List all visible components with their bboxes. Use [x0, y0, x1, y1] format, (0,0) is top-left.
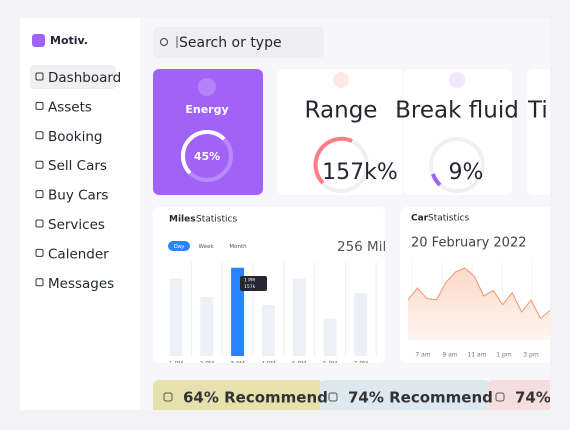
- icon: [198, 78, 216, 96]
- x-tick-label: 11 am: [467, 352, 486, 359]
- menu-icon: [35, 160, 44, 169]
- bar: [261, 305, 275, 356]
- x-tick-label: 1 pm: [496, 352, 512, 359]
- menu-item[interactable]: Messages: [48, 276, 114, 292]
- icon: [163, 392, 173, 402]
- bar: [323, 318, 337, 356]
- recommend-label: 74%: [515, 389, 551, 407]
- recommend-card[interactable]: [153, 380, 323, 420]
- chart-title: Statistics: [428, 214, 469, 224]
- recommend-card[interactable]: [320, 380, 490, 420]
- tooltip-text: 157k: [244, 284, 256, 290]
- card[interactable]: [527, 69, 567, 195]
- menu-icon: [35, 72, 44, 81]
- x-tick-label: 6 PM: [323, 361, 338, 368]
- gauge-label: 45%: [194, 150, 220, 163]
- date: 20 February 2022: [411, 236, 527, 251]
- menu-icon: [35, 278, 44, 287]
- menu-icon: [35, 101, 44, 110]
- search-placeholder: Search or type: [179, 35, 282, 51]
- gauge-label: 157k%: [322, 160, 398, 185]
- card-title: Ti: [527, 98, 548, 124]
- icon: [333, 72, 349, 88]
- menu-icon: [35, 219, 44, 228]
- gauge-label: 9%: [449, 160, 484, 185]
- gauge: [431, 173, 442, 187]
- x-tick-label: 4 PM: [261, 361, 276, 368]
- card-title: Range: [305, 98, 378, 124]
- total: 256 Miles: [337, 239, 402, 255]
- gauge: [180, 129, 226, 175]
- chart-title: Statistics: [196, 215, 237, 225]
- search-box[interactable]: [153, 27, 324, 58]
- logo: [32, 34, 45, 47]
- area: [408, 268, 550, 340]
- bar: [169, 278, 183, 356]
- icon: [495, 392, 505, 402]
- menu-item[interactable]: Buy Cars: [48, 188, 108, 204]
- tooltip-text: 1 PM: [244, 278, 255, 284]
- x-tick-label: 5 PM: [292, 361, 307, 368]
- card-title: Energy: [185, 103, 228, 116]
- x-tick-label: 9 am: [442, 352, 457, 359]
- tab[interactable]: Month: [229, 244, 247, 250]
- bar: [354, 293, 368, 356]
- x-tick-label: 7 am: [415, 352, 430, 359]
- menu-item[interactable]: Dashboard: [48, 70, 121, 86]
- menu-item[interactable]: Sell Cars: [48, 158, 107, 174]
- line: [407, 267, 550, 320]
- brand: Motiv.: [50, 34, 88, 47]
- x-tick-label: 3 PM: [230, 361, 245, 368]
- chart-title-bold: Car: [411, 214, 429, 224]
- tab[interactable]: Week: [198, 244, 214, 250]
- tab-active: [168, 241, 190, 251]
- x-tick-label: 7 PM: [354, 361, 369, 368]
- recommend-label: 74% Recommend: [348, 389, 493, 407]
- x-tick-label: 2 PM: [200, 361, 215, 368]
- menu-item[interactable]: Calender: [48, 246, 109, 262]
- card-title: Break fluid: [395, 98, 519, 124]
- menu-icon: [35, 190, 44, 199]
- icon: [449, 72, 465, 88]
- menu-icon: [35, 248, 44, 257]
- bar: [200, 296, 214, 356]
- recommend-label: 64% Recommend: [183, 389, 328, 407]
- menu-icon: [35, 131, 44, 140]
- tooltip: [240, 276, 267, 291]
- active-item: [30, 65, 116, 89]
- gauge-track: [429, 137, 485, 193]
- menu-item[interactable]: Services: [48, 217, 105, 233]
- tab[interactable]: Day: [174, 244, 186, 250]
- search-icon: [159, 37, 169, 47]
- bar: [292, 278, 306, 356]
- gauge: [313, 136, 353, 185]
- icon: [328, 392, 338, 402]
- chart-title-bold: Miles: [169, 215, 196, 225]
- menu-item[interactable]: Assets: [48, 99, 92, 115]
- menu-item[interactable]: Booking: [48, 129, 102, 145]
- range-card[interactable]: [277, 69, 403, 195]
- x-tick-label: 1 PM: [169, 361, 184, 368]
- x-tick-label: 3 pm: [523, 352, 539, 359]
- recommend-card[interactable]: [487, 380, 567, 420]
